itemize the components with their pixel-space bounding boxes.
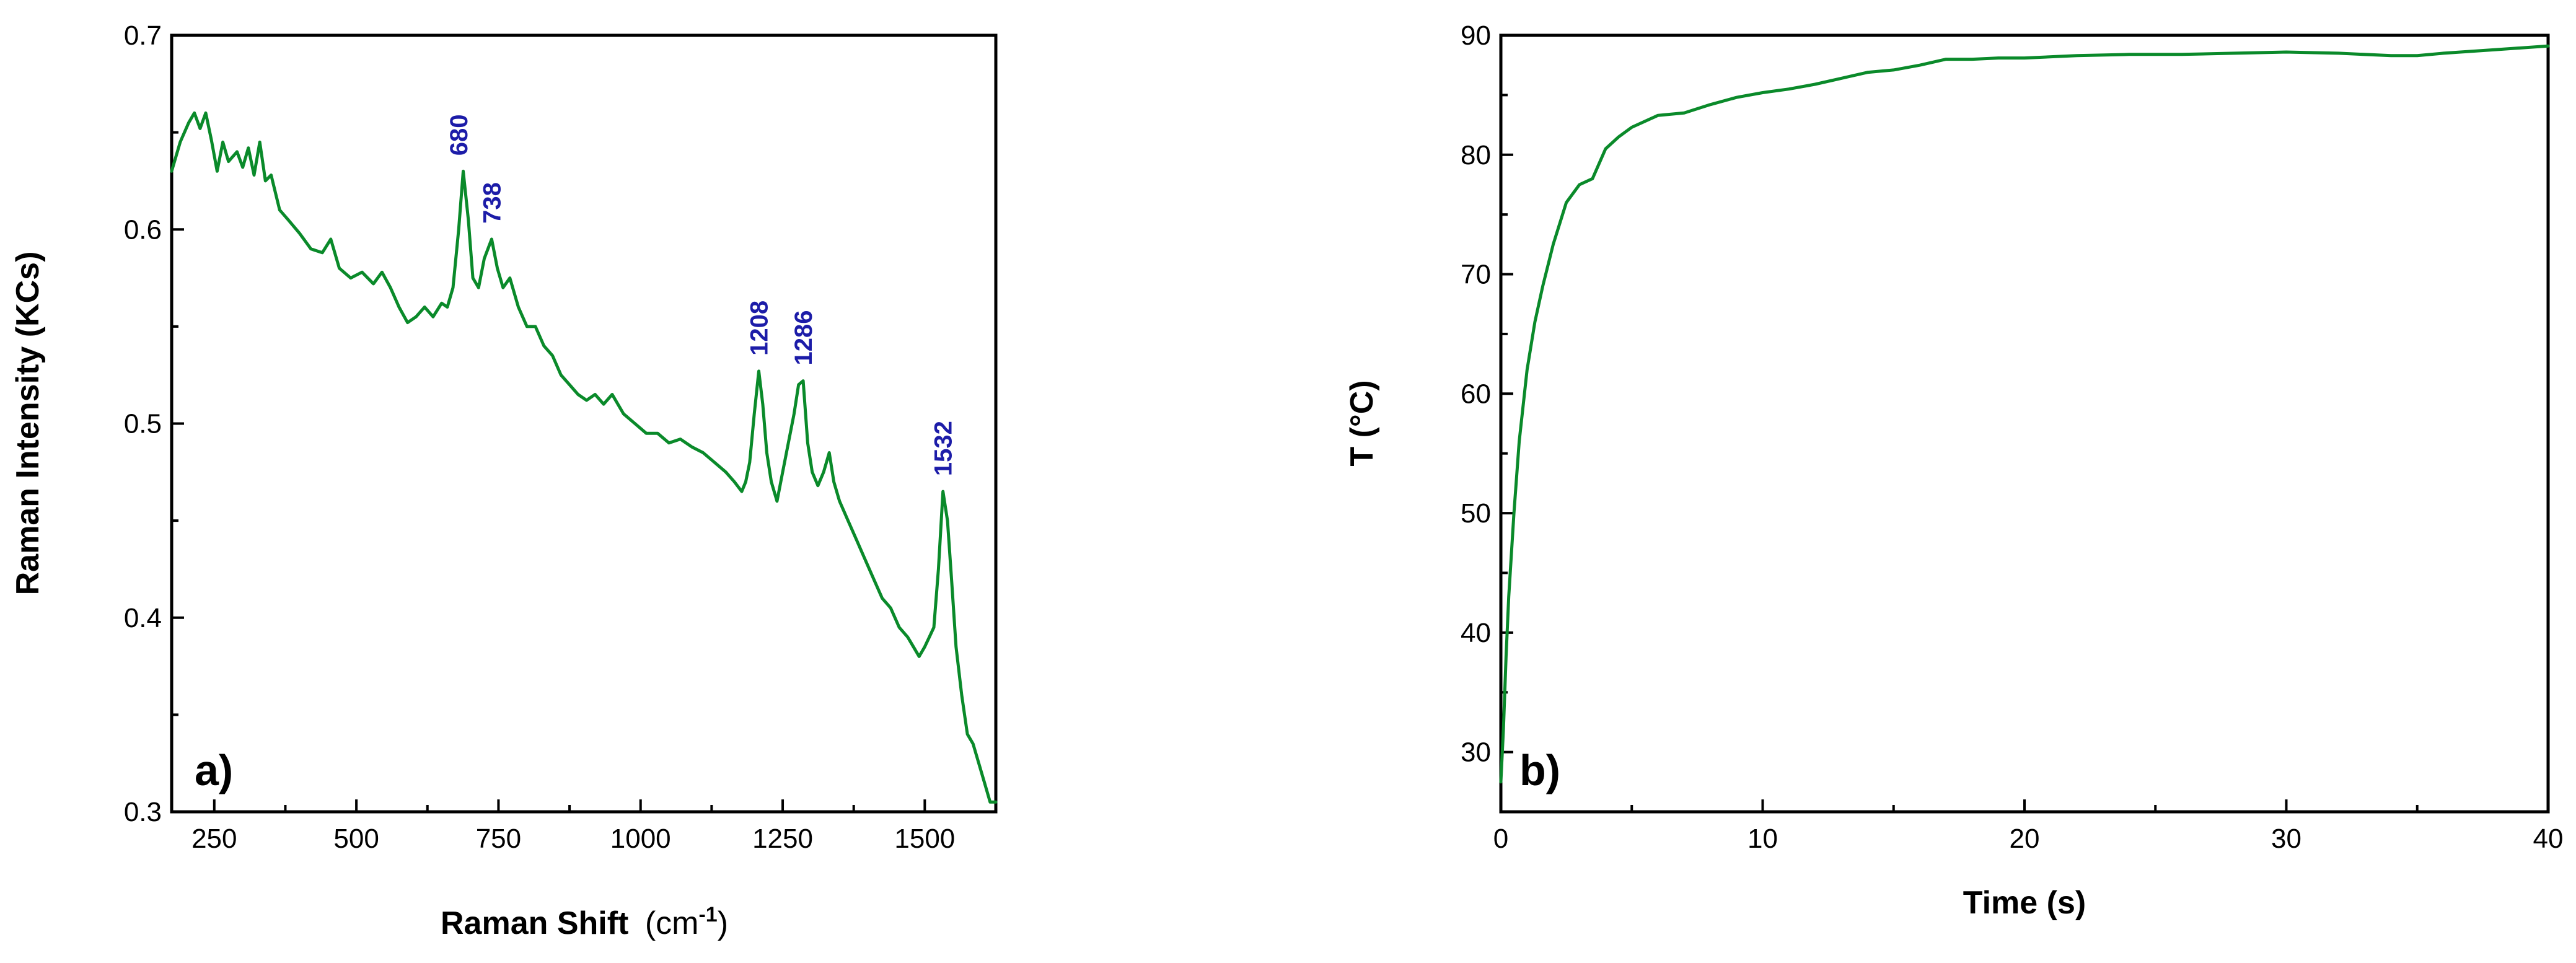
chart-a-series-line bbox=[170, 111, 998, 804]
chart-a-ticks bbox=[172, 34, 926, 813]
chart-b-y-axis-title: T (°C) bbox=[1344, 380, 1380, 466]
peak-label-1286: 1286 bbox=[790, 310, 817, 366]
chart-a-panel-label: a) bbox=[195, 746, 233, 794]
x-tick-label: 0 bbox=[1493, 824, 1508, 854]
chart-b-tick-labels: 0 10 20 30 40 30 40 50 60 70 80 90 bbox=[1461, 20, 2563, 854]
y-tick-label: 50 bbox=[1461, 498, 1491, 529]
x-tick-label: 40 bbox=[2533, 824, 2564, 854]
chart-a-x-axis-title-unit: (cm bbox=[645, 905, 699, 941]
y-tick-label: 80 bbox=[1461, 140, 1491, 170]
peak-label-680: 680 bbox=[446, 114, 473, 156]
y-tick-label: 40 bbox=[1461, 618, 1491, 648]
x-tick-label: 500 bbox=[333, 824, 379, 854]
chart-a-plot-frame bbox=[170, 33, 998, 814]
y-tick-label: 90 bbox=[1461, 20, 1491, 51]
chart-b-plot-frame bbox=[1499, 33, 2550, 814]
chart-b-series-line bbox=[1499, 44, 2550, 784]
raman-spectrum-chart: 250 500 750 1000 1250 1500 0.3 0.4 0.5 0.6 0.7 680… bbox=[10, 20, 998, 941]
x-tick-label: 1250 bbox=[752, 824, 813, 854]
temperature-time-chart: 0 10 20 30 40 30 40 50 60 70 80 90 b) T (°C) Time (… bbox=[1344, 20, 2563, 921]
x-tick-label: 1500 bbox=[894, 824, 955, 854]
chart-a-tick-labels: 250 500 750 1000 1250 1500 0.3 0.4 0.5 0.6 0.7 bbox=[124, 20, 955, 854]
y-tick-label: 0.3 bbox=[124, 797, 162, 827]
x-tick-label: 10 bbox=[1747, 824, 1778, 854]
y-tick-label: 0.7 bbox=[124, 20, 162, 51]
chart-a-x-axis-title-close: ) bbox=[718, 905, 728, 941]
chart-a-y-axis-title: Raman Intensity (KCs) bbox=[10, 252, 46, 596]
y-tick-label: 70 bbox=[1461, 260, 1491, 290]
x-tick-label: 1000 bbox=[610, 824, 671, 854]
peak-label-1208: 1208 bbox=[746, 301, 773, 356]
y-tick-label: 30 bbox=[1461, 737, 1491, 768]
y-tick-label: 0.4 bbox=[124, 603, 162, 633]
chart-a-x-axis-title-exponent: -1 bbox=[698, 903, 717, 926]
y-tick-label: 0.5 bbox=[124, 409, 162, 439]
chart-a-x-axis-title-main: Raman Shift bbox=[441, 905, 628, 941]
x-tick-label: 250 bbox=[191, 824, 237, 854]
chart-a-x-axis-title: Raman Shift (cm-1) bbox=[441, 903, 728, 941]
y-tick-label: 0.6 bbox=[124, 214, 162, 245]
chart-b-ticks bbox=[1500, 34, 2549, 812]
chart-b-x-axis-title: Time (s) bbox=[1963, 885, 2086, 921]
x-tick-label: 20 bbox=[2010, 824, 2040, 854]
x-tick-label: 30 bbox=[2271, 824, 2301, 854]
chart-b-panel-label: b) bbox=[1519, 746, 1560, 794]
peak-label-738: 738 bbox=[478, 182, 506, 224]
x-tick-label: 750 bbox=[476, 824, 521, 854]
y-tick-label: 60 bbox=[1461, 379, 1491, 409]
peak-label-1532: 1532 bbox=[930, 421, 957, 476]
